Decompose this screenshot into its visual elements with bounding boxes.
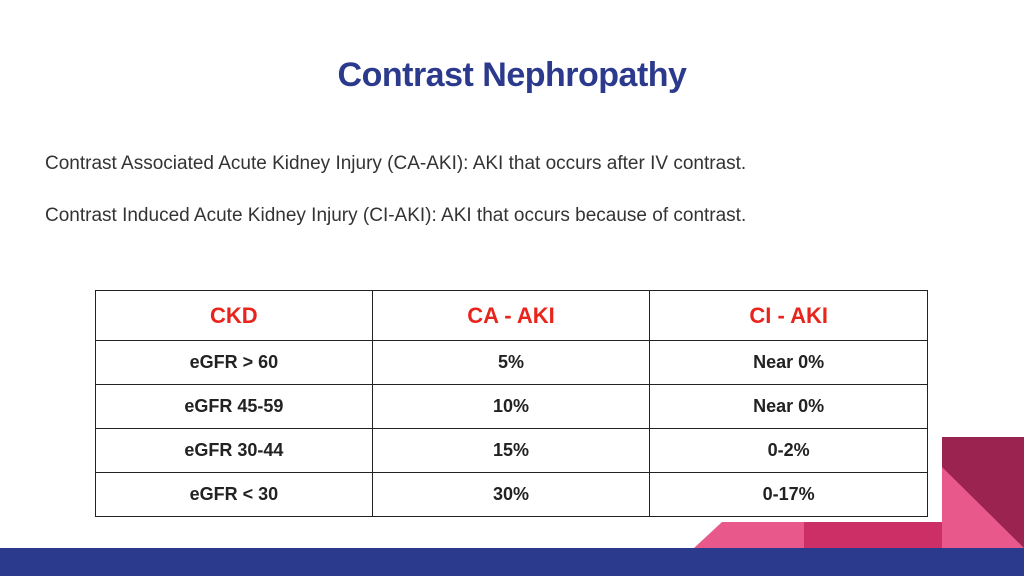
header-ci-aki: CI - AKI xyxy=(649,290,928,341)
header-ckd: CKD xyxy=(95,290,373,341)
definition-ci-aki: Contrast Induced Acute Kidney Injury (CI… xyxy=(45,205,747,226)
table-cell-ci-aki: Near 0% xyxy=(649,340,928,385)
table-cell-ci-aki: Near 0% xyxy=(649,384,928,429)
table-row: eGFR < 30 30% 0-17% xyxy=(95,472,928,517)
table-header-row: CKD CA - AKI CI - AKI xyxy=(95,290,928,341)
bottom-bar xyxy=(0,548,1024,576)
table-cell-ca-aki: 30% xyxy=(371,472,651,517)
table-cell-ca-aki: 5% xyxy=(371,340,651,385)
table-cell-ci-aki: 0-17% xyxy=(649,472,928,517)
table-cell-ci-aki: 0-2% xyxy=(649,428,928,473)
corner-decoration xyxy=(694,437,1024,548)
table-cell-ckd: eGFR > 60 xyxy=(95,340,373,385)
table-cell-ckd: eGFR 45-59 xyxy=(95,384,373,429)
table-row: eGFR 30-44 15% 0-2% xyxy=(95,428,928,473)
slide-title: Contrast Nephropathy xyxy=(337,56,687,94)
magenta-block xyxy=(804,522,942,548)
ckd-aki-table: CKD CA - AKI CI - AKI eGFR > 60 5% Near … xyxy=(95,290,928,517)
table-cell-ckd: eGFR 30-44 xyxy=(95,428,373,473)
table-row: eGFR 45-59 10% Near 0% xyxy=(95,384,928,429)
table-row: eGFR > 60 5% Near 0% xyxy=(95,340,928,385)
table-cell-ca-aki: 15% xyxy=(371,428,651,473)
table-cell-ca-aki: 10% xyxy=(371,384,651,429)
header-ca-aki: CA - AKI xyxy=(371,290,651,341)
table-cell-ckd: eGFR < 30 xyxy=(95,472,373,517)
pink-wedge xyxy=(694,522,804,548)
definition-ca-aki: Contrast Associated Acute Kidney Injury … xyxy=(45,153,747,174)
pink-triangle xyxy=(942,467,1024,548)
